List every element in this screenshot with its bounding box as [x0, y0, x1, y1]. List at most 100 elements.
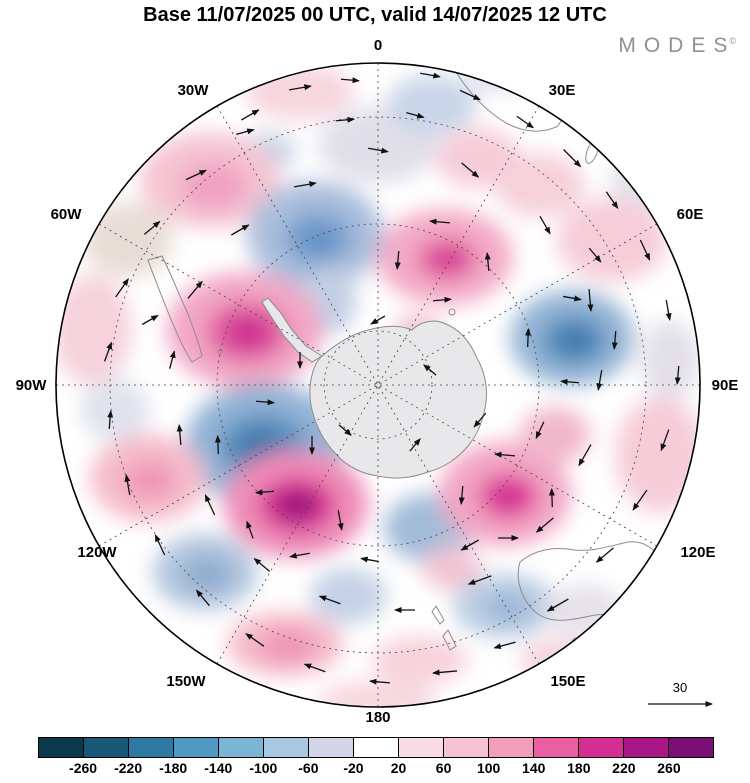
- colorbar-label: 180: [567, 760, 591, 776]
- wind-vector: [539, 216, 551, 235]
- wind-vector: [241, 109, 260, 121]
- longitude-label-30E: 30E: [549, 82, 576, 99]
- wind-vector: [494, 451, 516, 458]
- wind-vector: [459, 89, 481, 101]
- colorbar-cells: [39, 738, 713, 757]
- longitude-label-120E: 120E: [680, 544, 715, 561]
- reference-vector-label: 30: [673, 680, 687, 695]
- wind-vector: [535, 517, 554, 533]
- colorbar-label: -220: [114, 760, 143, 776]
- colorbar-cell: [489, 738, 534, 757]
- wind-vector: [563, 295, 582, 302]
- colorbar-label: -260: [69, 760, 98, 776]
- anomaly-blob: [495, 153, 585, 217]
- anomaly-blob: [557, 198, 667, 282]
- wind-vector: [185, 169, 207, 181]
- wind-vector: [587, 288, 594, 312]
- wind-vector: [236, 128, 255, 135]
- wind-vector: [563, 149, 582, 168]
- colorbar-label: 20: [390, 760, 407, 776]
- anomaly-blob: [183, 557, 231, 591]
- anomaly-blob: [228, 318, 268, 348]
- wind-vector: [154, 534, 166, 556]
- anomaly-blob: [434, 250, 462, 270]
- longitude-label-30W: 30W: [178, 82, 210, 99]
- longitude-label-60W: 60W: [51, 206, 83, 223]
- coastline-falklands: [217, 349, 223, 355]
- anomaly-blob: [180, 162, 248, 210]
- coastline-antarctic-peninsula: [261, 297, 323, 363]
- graticule: [56, 63, 700, 707]
- coastline-africa: [451, 65, 567, 132]
- colorbar-cell: [39, 738, 84, 757]
- colorbar-cell: [309, 738, 354, 757]
- anomaly-blob: [559, 329, 591, 353]
- wind-vector: [204, 494, 216, 516]
- wind-vector: [484, 252, 491, 272]
- wind-vector: [187, 280, 203, 299]
- anomaly-blob: [83, 202, 173, 278]
- anomaly-field-layer: [57, 64, 699, 706]
- anomaly-blob: [484, 594, 532, 622]
- coastline-island: [448, 308, 456, 316]
- wind-vector: [231, 224, 250, 236]
- longitude-label-60E: 60E: [677, 206, 704, 223]
- colorbar-label: -20: [343, 760, 364, 776]
- colorbar-cell: [129, 738, 174, 757]
- coastline-layer: [147, 65, 665, 651]
- wind-vector: [674, 365, 681, 385]
- wind-vector: [338, 424, 352, 436]
- wind-vector: [360, 556, 379, 563]
- wind-vector: [546, 598, 569, 612]
- colorbar-label: -60: [298, 760, 319, 776]
- colorbar: [38, 737, 714, 758]
- wind-vector: [639, 239, 651, 261]
- wind-vector: [340, 77, 360, 84]
- anomaly-blob: [387, 75, 477, 135]
- colorbar-cell: [669, 738, 713, 757]
- anomaly-blob: [496, 487, 522, 507]
- anomaly-blob: [57, 275, 132, 385]
- wind-vector: [115, 278, 129, 298]
- wind-vector: [124, 474, 131, 495]
- wind-vector: [516, 115, 535, 129]
- wind-vector: [255, 399, 275, 406]
- page-title: Base 11/07/2025 00 UTC, valid 14/07/2025…: [143, 4, 607, 26]
- wind-vector: [429, 218, 451, 225]
- map-boundary-circle: [55, 62, 701, 708]
- wind-vector: [246, 520, 254, 539]
- wind-vector: [409, 438, 421, 452]
- colorbar-cell: [444, 738, 489, 757]
- colorbar-cell: [174, 738, 219, 757]
- wind-vector: [368, 147, 389, 154]
- wind-vector: [103, 341, 113, 362]
- longitude-label-150E: 150E: [550, 673, 585, 690]
- colorbar-cell: [579, 738, 624, 757]
- colorbar-label: 100: [476, 760, 501, 776]
- wind-vector: [596, 370, 603, 391]
- wind-vector: [560, 378, 580, 385]
- wind-vector: [335, 116, 355, 123]
- wind-vector: [588, 247, 602, 263]
- longitude-label-120W: 120W: [77, 544, 117, 561]
- wind-vector: [141, 314, 159, 326]
- wind-vector: [595, 547, 614, 563]
- wind-vector: [578, 444, 592, 467]
- wind-vector: [318, 595, 341, 605]
- anomaly-blob: [300, 226, 336, 254]
- wind-vector: [289, 84, 312, 91]
- colorbar-cell: [534, 738, 579, 757]
- colorbar-label: 220: [612, 760, 636, 776]
- anomaly-blob: [640, 320, 699, 400]
- latitude-circle: [216, 223, 540, 547]
- wind-vector: [255, 489, 275, 496]
- longitude-label-180: 180: [365, 709, 390, 726]
- wind-vector: [294, 181, 317, 188]
- colorbar-label: -140: [204, 760, 233, 776]
- wind-vector: [406, 112, 425, 119]
- coastline-new-zealand: [431, 605, 457, 651]
- wind-vector: [195, 589, 210, 607]
- anomaly-blob: [615, 397, 699, 513]
- colorbar-label: -100: [249, 760, 278, 776]
